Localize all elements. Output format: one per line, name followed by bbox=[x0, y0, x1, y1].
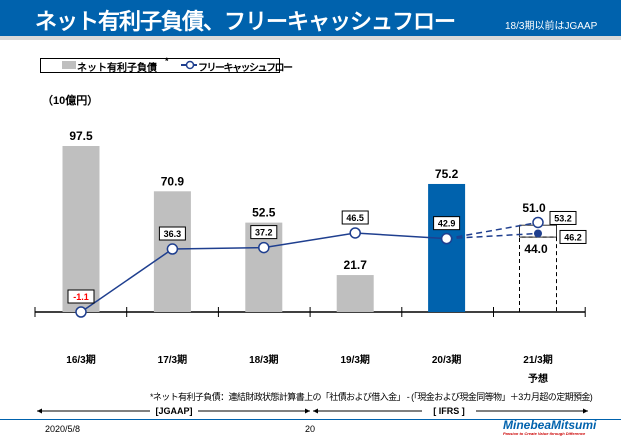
legend-line-label: フリーキャッシュフロー bbox=[198, 63, 293, 74]
x-tick-label: 17/3期 bbox=[158, 353, 187, 366]
bar-value-label: 97.5 bbox=[69, 129, 93, 143]
ifrs-period-label: [ IFRS ] bbox=[433, 406, 465, 416]
fcf-forecast-low-line bbox=[446, 232, 539, 240]
fcf-label-box bbox=[67, 289, 95, 304]
bar bbox=[62, 146, 100, 312]
x-tick-label: 16/3期 bbox=[66, 353, 95, 366]
fcf-forecast-label-box bbox=[559, 229, 587, 244]
jgaap-period-arrow-right bbox=[305, 408, 310, 414]
fcf-point bbox=[258, 241, 270, 254]
fcf-label-box bbox=[158, 226, 186, 241]
page-title: ネット有利子負債、フリーキャッシュフロー bbox=[35, 9, 456, 34]
logo: MinebeaMitsumi Passion to Create Value th… bbox=[503, 418, 597, 436]
gaap-note: 18/3期以前はJGAAP bbox=[505, 21, 598, 32]
ifrs-period-arrow-left bbox=[313, 408, 318, 414]
header-divider bbox=[0, 36, 621, 40]
ifrs-period-label-bg bbox=[422, 405, 476, 417]
fcf-forecast-label: 53.2 bbox=[554, 213, 572, 223]
legend: ネット有利子負債 * フリーキャッシュフロー bbox=[40, 56, 293, 74]
date: 2020/5/8 bbox=[45, 424, 81, 434]
bar-value-label: 21.7 bbox=[344, 258, 368, 272]
bar bbox=[428, 183, 466, 312]
fcf-forecast-low-point bbox=[534, 229, 542, 238]
forecast-bar-high-label: 51.0 bbox=[522, 201, 546, 215]
fcf-forecast-high-point bbox=[532, 216, 544, 229]
fcf-value-label: -1.1 bbox=[73, 292, 89, 302]
jgaap-period-arrow-left bbox=[37, 408, 42, 414]
x-tick-label: 18/3期 bbox=[249, 353, 278, 366]
fcf-forecast-label: 46.2 bbox=[564, 232, 582, 242]
footnote: *ネット有利子負債：連結財政状態計算書上の「社債および借入金」 - (「現金およ… bbox=[150, 392, 593, 402]
fcf-point bbox=[440, 232, 453, 245]
fcf-point bbox=[349, 227, 361, 239]
legend-bar-swatch bbox=[62, 61, 76, 69]
forecast-label: 予想 bbox=[528, 372, 548, 385]
fcf-label-box bbox=[341, 210, 369, 225]
fcf-value-label: 42.9 bbox=[438, 219, 456, 229]
fcf-value-label: 46.5 bbox=[346, 213, 364, 223]
x-tick-label: 19/3期 bbox=[340, 353, 369, 366]
fcf-label-box bbox=[250, 225, 278, 240]
legend-bar-label: ネット有利子負債 bbox=[77, 63, 157, 74]
fcf-point bbox=[75, 306, 87, 318]
legend-bar-asterisk: * bbox=[165, 56, 169, 66]
header-bar bbox=[0, 0, 621, 36]
forecast-bar-low-label: 44.0 bbox=[524, 242, 548, 256]
fcf-value-label: 36.3 bbox=[164, 229, 182, 239]
unit-label: （10億円） bbox=[42, 95, 99, 107]
x-tick-label: 21/3期 bbox=[523, 353, 552, 366]
bar bbox=[336, 275, 374, 312]
footer-divider bbox=[0, 419, 621, 420]
bar-value-label: 52.5 bbox=[252, 206, 276, 220]
fcf-point bbox=[166, 243, 179, 255]
bar-value-label: 75.2 bbox=[435, 167, 459, 181]
fcf-label-box bbox=[433, 216, 461, 231]
page-number: 20 bbox=[305, 424, 316, 434]
jgaap-period-label-bg bbox=[150, 405, 198, 417]
ifrs-period-arrow-right bbox=[583, 408, 588, 414]
fcf-value-label: 37.2 bbox=[255, 228, 273, 238]
bar-value-label: 70.9 bbox=[161, 174, 185, 188]
x-tick-label: 20/3期 bbox=[432, 353, 461, 366]
fcf-forecast-high-line bbox=[446, 221, 539, 240]
jgaap-period-label: [JGAAP] bbox=[155, 406, 192, 416]
legend-line-icon bbox=[181, 60, 197, 70]
fcf-forecast-label-box bbox=[549, 210, 577, 225]
